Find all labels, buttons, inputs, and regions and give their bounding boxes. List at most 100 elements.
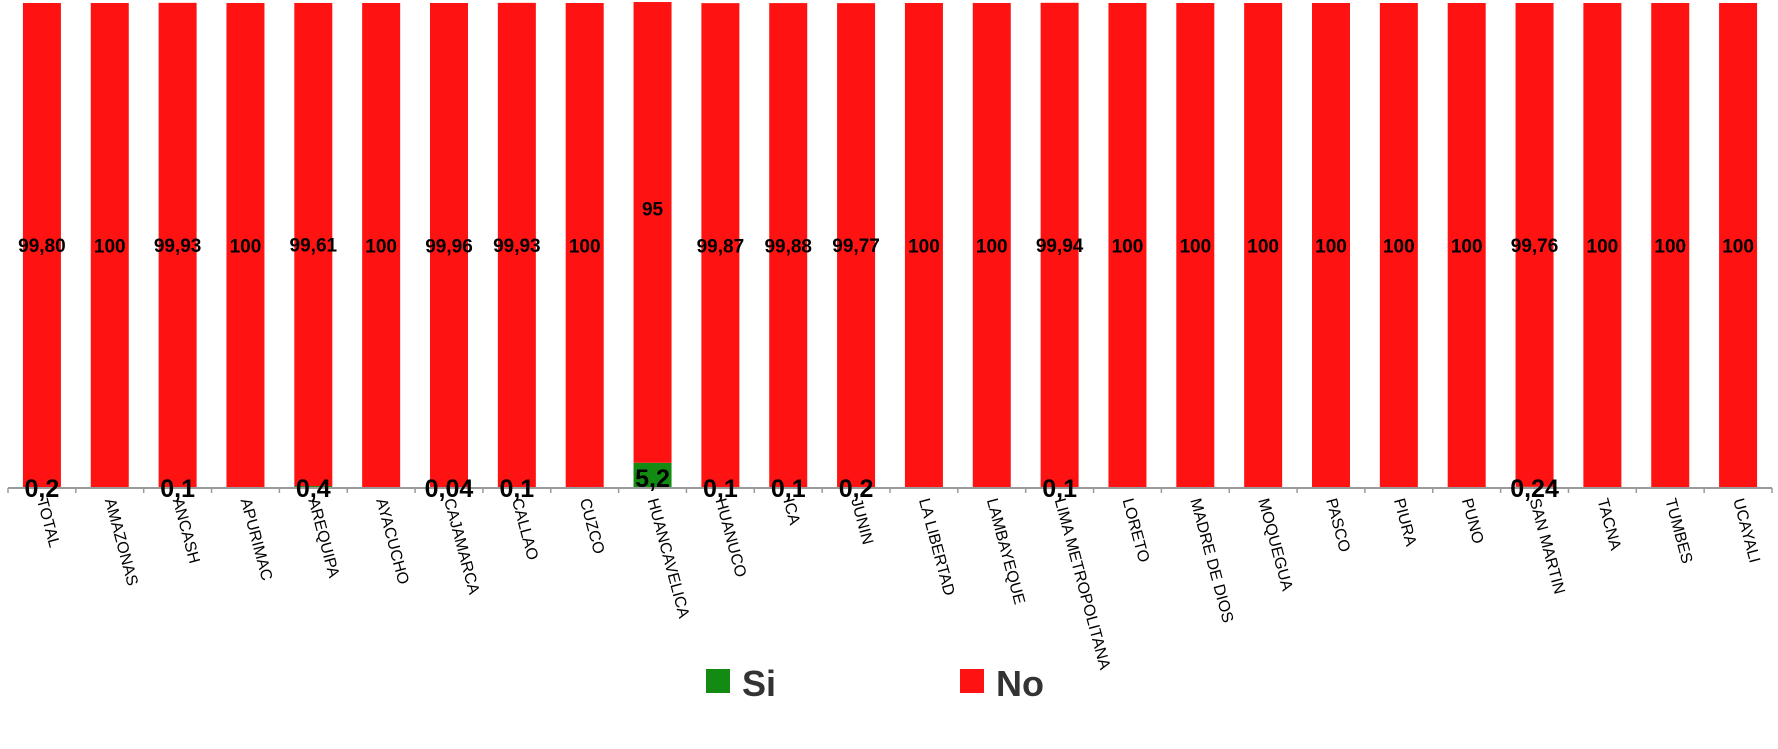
bar-no-junin <box>837 3 876 488</box>
value-label-si-ancash: 0,1 <box>160 475 195 503</box>
x-tick-label-madre-de-dios: MADRE DE DIOS <box>1186 497 1236 625</box>
value-label-no-cajamarca: 99,96 <box>425 236 473 257</box>
bar-no-madre-de-dios <box>1176 3 1215 488</box>
x-tick-label-tacna: TACNA <box>1594 497 1624 553</box>
x-tick-label-moquegua: MOQUEGUA <box>1254 497 1295 594</box>
value-label-no-amazonas: 100 <box>94 237 126 258</box>
value-label-si-san-martin: 0,24 <box>1510 475 1559 503</box>
x-tick-label-lambayeque: LAMBAYEQUE <box>983 497 1028 607</box>
value-label-no-tumbes: 100 <box>1654 237 1686 258</box>
value-label-no-san-martin: 99,76 <box>1511 236 1559 257</box>
bar-no-ica <box>769 3 808 488</box>
value-label-no-piura: 100 <box>1383 237 1415 258</box>
x-tick-label-cajamarca: CAJAMARCA <box>440 497 482 597</box>
x-tick-label-huancavelica: HUANCAVELICA <box>644 497 692 621</box>
x-tick-label-ayacucho: AYACUCHO <box>372 497 411 587</box>
value-label-no-la-libertad: 100 <box>908 237 940 258</box>
x-tick-label-tumbes: TUMBES <box>1661 497 1695 566</box>
bar-no-ayacucho <box>362 3 401 488</box>
value-label-no-madre-de-dios: 100 <box>1179 237 1211 258</box>
value-label-no-puno: 100 <box>1451 237 1483 258</box>
value-label-si-total: 0,2 <box>25 475 60 503</box>
bar-no-tumbes <box>1651 3 1690 488</box>
x-tick-label-total: TOTAL <box>33 497 62 550</box>
value-label-si-ica: 0,1 <box>771 475 806 503</box>
value-label-no-pasco: 100 <box>1315 237 1347 258</box>
value-label-no-cuzco: 100 <box>569 237 601 258</box>
value-label-no-tacna: 100 <box>1587 237 1619 258</box>
bar-no-cuzco <box>565 3 604 488</box>
x-axis <box>7 487 1773 493</box>
x-tick-label-apurimac: APURIMAC <box>237 497 275 583</box>
x-tick-labels: TOTAL AMAZONAS ANCASH APURIMAC AREQUIPA AYACU… <box>33 497 1763 672</box>
value-label-no-lima-metropolitana: 99,94 <box>1036 236 1084 257</box>
bar-no-lambayeque <box>972 3 1011 488</box>
value-label-no-apurimac: 100 <box>230 237 262 258</box>
value-label-si-lima-metropolitana: 0,1 <box>1042 475 1077 503</box>
x-tick-label-la-libertad: LA LIBERTAD <box>915 497 957 598</box>
value-label-no-ayacucho: 100 <box>365 237 397 258</box>
bar-si-huancavelica <box>633 462 672 488</box>
x-tick-label-pasco: PASCO <box>1322 497 1353 554</box>
value-label-si-cajamarca: 0,04 <box>425 475 474 503</box>
bar-no-ucayali <box>1719 3 1758 488</box>
value-label-no-ancash: 99,93 <box>154 236 202 257</box>
legend-label-si: Si <box>742 663 776 704</box>
bars-layer <box>22 2 1758 488</box>
value-label-no-ica: 99,88 <box>764 236 812 257</box>
x-tick-label-amazonas: AMAZONAS <box>101 497 141 588</box>
bar-no-huanuco <box>701 3 740 488</box>
value-label-si-huanuco: 0,1 <box>703 475 738 503</box>
x-tick-label-ancash: ANCASH <box>169 497 203 566</box>
x-tick-label-puno: PUNO <box>1458 497 1486 546</box>
bar-no-callao <box>497 2 536 488</box>
value-label-si-arequipa: 0,4 <box>296 475 331 503</box>
x-tick-label-junin: JUNIN <box>847 497 876 547</box>
bar-no-arequipa <box>294 2 333 487</box>
bar-no-cajamarca <box>430 3 468 488</box>
value-label-no-huancavelica: 95 <box>642 199 664 220</box>
value-label-si-huancavelica: 5,2 <box>635 465 670 493</box>
bar-no-tacna <box>1583 3 1622 488</box>
x-tick-label-ica: ICA <box>779 497 802 527</box>
bar-no-ancash <box>158 2 197 488</box>
bar-no-pasco <box>1312 3 1350 488</box>
value-labels-layer: 99,80 0,2 100 99,93 0,1 100 99,61 0,4 100 99,96 0,… <box>18 199 1754 503</box>
x-tick-label-loreto: LORETO <box>1119 497 1152 565</box>
legend-swatch-no <box>960 669 984 693</box>
x-tick-label-san-martin: SAN MARTIN <box>1526 497 1568 596</box>
x-tick-label-callao: CALLAO <box>508 497 541 562</box>
value-label-no-ucayali: 100 <box>1722 237 1754 258</box>
value-label-si-callao: 0,1 <box>499 475 534 503</box>
x-tick-label-huanuco: HUANUCO <box>712 497 749 580</box>
value-label-no-lambayeque: 100 <box>976 237 1008 258</box>
bar-no-piura <box>1379 3 1418 488</box>
value-label-no-huanuco: 99,87 <box>697 236 745 257</box>
bar-no-apurimac <box>226 3 265 488</box>
x-tick-label-piura: PIURA <box>1390 497 1419 549</box>
bar-no-la-libertad <box>904 3 943 488</box>
bar-no-huancavelica <box>633 2 672 463</box>
bar-no-puno <box>1447 3 1486 488</box>
bar-no-loreto <box>1108 3 1147 488</box>
legend: Si No <box>706 663 1044 704</box>
value-label-no-junin: 99,77 <box>832 236 880 257</box>
value-label-no-total: 99,80 <box>18 236 66 257</box>
bar-no-moquegua <box>1244 3 1283 488</box>
x-tick-label-cuzco: CUZCO <box>576 497 607 556</box>
bar-no-total <box>22 3 61 488</box>
x-tick-label-ucayali: UCAYALI <box>1729 497 1763 565</box>
x-tick-label-lima-metropolitana: LIMA METROPOLITANA <box>1051 497 1113 672</box>
value-label-no-callao: 99,93 <box>493 236 541 257</box>
legend-swatch-si <box>706 669 730 693</box>
bar-no-san-martin <box>1515 3 1554 487</box>
legend-label-no: No <box>996 663 1044 704</box>
value-label-no-arequipa: 99,61 <box>290 236 338 257</box>
value-label-no-moquegua: 100 <box>1247 237 1279 258</box>
value-label-no-loreto: 100 <box>1112 237 1144 258</box>
bar-no-lima-metropolitana <box>1040 2 1079 488</box>
x-tick-label-arequipa: AREQUIPA <box>304 497 342 580</box>
bar-no-amazonas <box>90 3 129 488</box>
value-label-si-junin: 0,2 <box>839 475 874 503</box>
